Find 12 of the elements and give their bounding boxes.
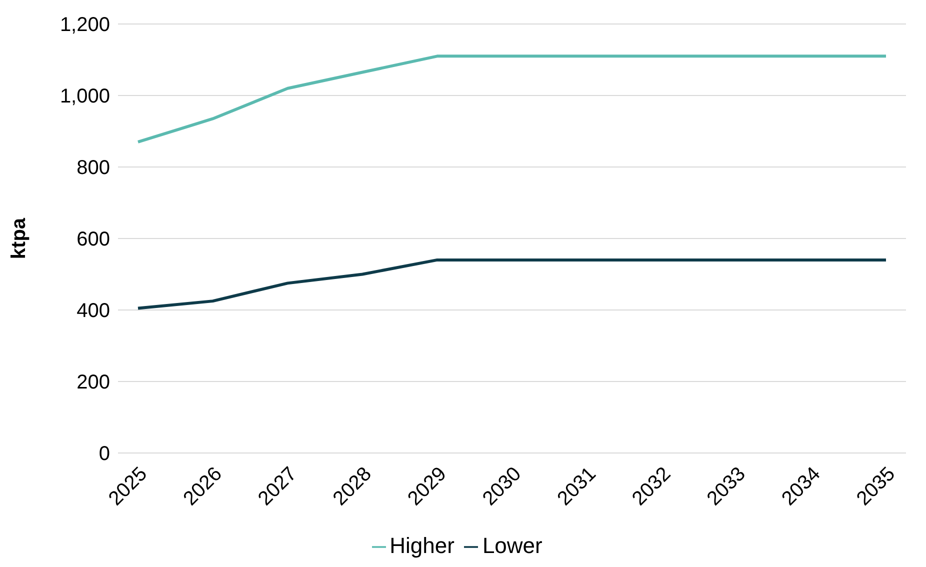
legend-label: Higher — [390, 533, 454, 558]
y-tick-label: 800 — [76, 157, 110, 180]
y-tick-label: 0 — [98, 443, 110, 466]
y-tick-label: 200 — [76, 372, 110, 394]
y-tick-label: 1,200 — [60, 14, 110, 36]
line-series — [136, 54, 888, 144]
line-series — [136, 258, 888, 310]
y-tick-label: 1,000 — [60, 86, 110, 108]
legend-label: Lower — [482, 533, 542, 558]
y-axis-title: ktpa — [8, 217, 30, 260]
y-tick-label: 400 — [76, 300, 110, 322]
y-tick-label: 600 — [76, 228, 110, 251]
